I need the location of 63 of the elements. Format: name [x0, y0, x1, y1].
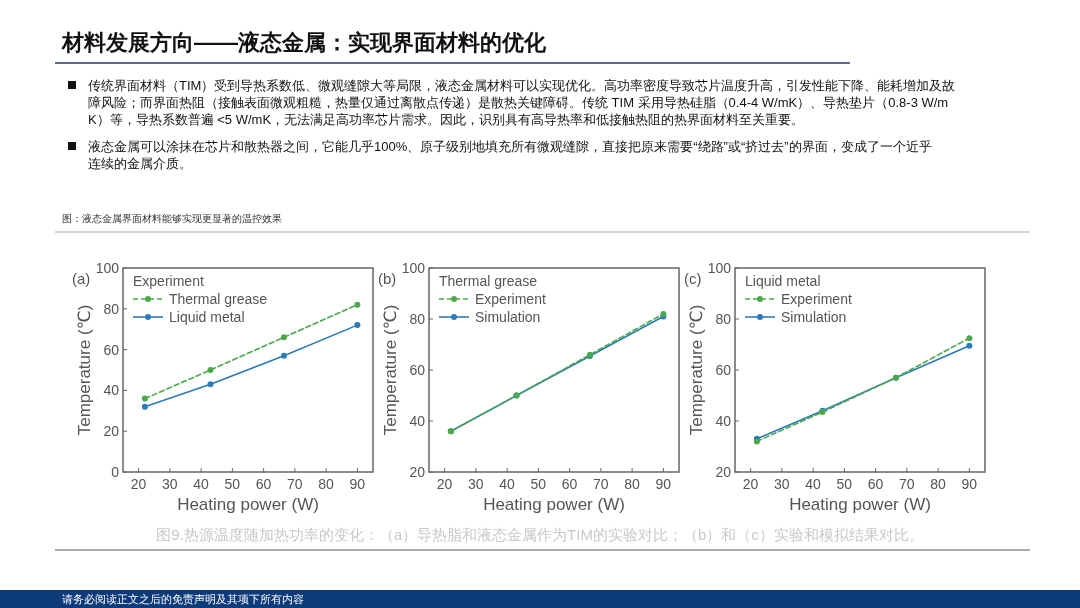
legend-label: Thermal grease — [169, 291, 268, 307]
y-tick-label: 60 — [715, 362, 732, 378]
x-tick-label: 80 — [930, 476, 947, 492]
y-tick-label: 40 — [409, 413, 426, 429]
legend-label: Simulation — [475, 309, 541, 325]
x-tick-label: 70 — [593, 476, 609, 492]
x-tick-label: 40 — [805, 476, 822, 492]
x-tick-label: 40 — [193, 476, 210, 492]
x-tick-label: 30 — [162, 476, 178, 492]
text: (c) — [684, 270, 702, 287]
x-axis-title: Heating power (W) — [789, 495, 931, 514]
y-tick-label: 40 — [715, 413, 732, 429]
legend-label: Experiment — [475, 291, 546, 307]
x-tick-label: 30 — [468, 476, 484, 492]
x-tick-label: 80 — [624, 476, 641, 492]
x-tick-label: 20 — [742, 476, 759, 492]
text: 传统界面材料（TIM）受到导热系数低、微观缝隙大等局限，液态金属材料可以实现优化。高功率密度导致芯片温度升高，引发性能下降、能耗增加及故障风险；而界面热阻（接触表面微观粗糙，热量仅通过离散点传递）是散热关键障碍。传统 TIM 采用导热硅脂（0.4-4 W/mK）、导热垫片（0.8-3 W/mK）等，导热系数普遍 <5 W/mK，无法满足高功率芯片需求。因此，识别具有高导热率和低接触热阻的热界面材料至关重要。 — [88, 78, 956, 127]
y-axis-title: Temperature (℃) — [687, 304, 706, 436]
text: (b) — [378, 270, 397, 287]
legend-title: Liquid metal — [745, 273, 821, 289]
text: (a) — [72, 270, 91, 287]
y-axis-title: Temperature (℃) — [75, 304, 94, 436]
legend-label: Liquid metal — [169, 309, 245, 325]
y-tick-label: 0 — [111, 464, 120, 480]
x-tick-label: 90 — [961, 476, 978, 492]
text: 液态金属可以涂抹在芯片和散热器之间，它能几乎100%、原子级别地填充所有微观缝隙，直接把原来需要“绕路”或“挤过去”的界面，变成了一个近乎连续的金属介质。 — [88, 139, 932, 171]
legend-label: Simulation — [781, 309, 847, 325]
text: 材料发展方向——液态金属：实现界面材料的优化 — [61, 30, 547, 55]
y-tick-label: 20 — [409, 464, 426, 480]
x-tick-label: 70 — [287, 476, 303, 492]
x-tick-label: 30 — [774, 476, 790, 492]
y-tick-label: 20 — [103, 423, 120, 440]
x-tick-label: 60 — [867, 476, 884, 492]
y-tick-label: 100 — [95, 260, 120, 276]
x-tick-label: 50 — [530, 476, 547, 492]
x-tick-label: 60 — [561, 476, 578, 492]
y-tick-label: 40 — [103, 382, 120, 399]
text: 请务必阅读正文之后的免责声明及其项下所有内容 — [62, 593, 304, 605]
x-tick-label: 40 — [499, 476, 516, 492]
x-axis-title: Heating power (W) — [483, 495, 625, 514]
y-tick-label: 80 — [715, 311, 732, 327]
text: 图：液态金属界面材料能够实现更显著的温控效果 — [62, 213, 282, 224]
x-axis-title: Heating power (W) — [177, 495, 319, 514]
x-tick-label: 20 — [436, 476, 453, 492]
x-tick-label: 50 — [836, 476, 853, 492]
x-tick-label: 90 — [655, 476, 672, 492]
y-tick-label: 20 — [715, 464, 732, 480]
y-tick-label: 100 — [401, 260, 426, 276]
x-tick-label: 80 — [318, 476, 335, 492]
legend-label: Experiment — [781, 291, 852, 307]
x-tick-label: 20 — [130, 476, 147, 492]
x-tick-label: 70 — [899, 476, 915, 492]
y-tick-label: 80 — [103, 300, 120, 317]
x-tick-label: 90 — [349, 476, 366, 492]
y-tick-label: 80 — [409, 311, 426, 327]
y-tick-label: 60 — [409, 362, 426, 378]
y-tick-label: 100 — [707, 260, 732, 276]
x-tick-label: 50 — [224, 476, 241, 492]
legend-title: Thermal grease — [439, 273, 538, 289]
legend-title: Experiment — [133, 273, 204, 289]
x-tick-label: 60 — [255, 476, 272, 492]
y-axis-title: Temperature (℃) — [381, 304, 400, 436]
y-tick-label: 60 — [103, 341, 120, 358]
